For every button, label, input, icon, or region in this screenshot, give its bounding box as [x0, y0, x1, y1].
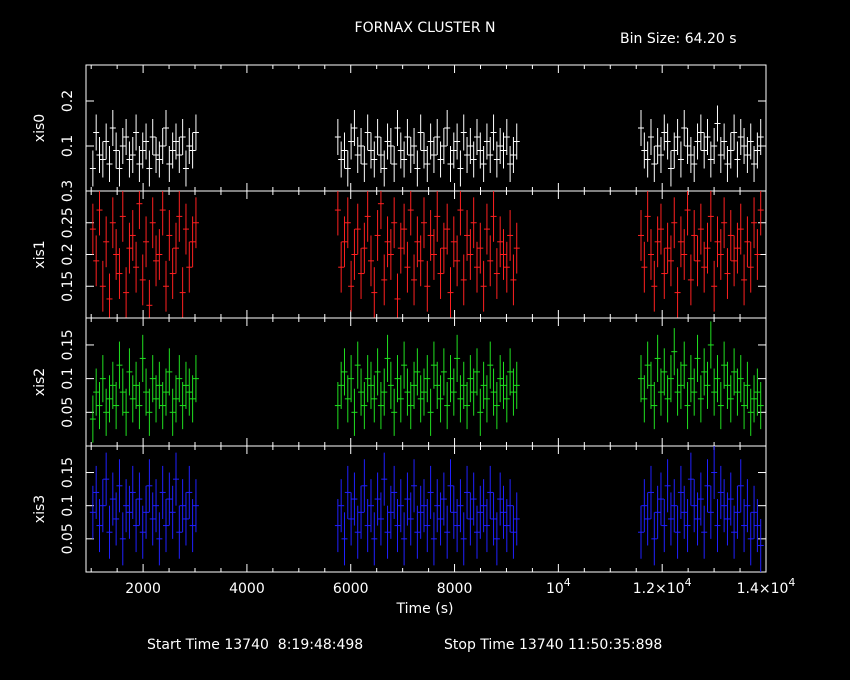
- x-tick-label: 4000: [229, 581, 265, 597]
- x-tick-label: 8000: [437, 581, 473, 597]
- panel-frame: [85, 445, 767, 573]
- start-time-label: Start Time 13740 8:19:48:498: [147, 637, 364, 653]
- panel-xis0: 0.1 0.2 xis0: [32, 64, 767, 192]
- y-tick-label: 0.2: [60, 90, 76, 112]
- panel-xis2: 0.05 0.1 0.15 xis2: [32, 317, 767, 447]
- y-axis-label-xis1: xis1: [32, 240, 48, 268]
- x-tick-label: 2000: [125, 581, 161, 597]
- chart-title: FORNAX CLUSTER N: [354, 20, 496, 36]
- x-tick-label: 104: [546, 576, 571, 597]
- y-axis-label-xis0: xis0: [32, 114, 48, 142]
- y-tick-label: 0.3: [60, 180, 76, 202]
- y-tick-label: 0.1: [60, 495, 76, 517]
- y-tick-label: 0.15: [60, 457, 76, 488]
- x-tick-label: 1.2×104: [633, 576, 692, 597]
- y-tick-label: 0.25: [60, 207, 76, 238]
- y-tick-label: 0.1: [60, 367, 76, 389]
- y-tick-label: 0.05: [60, 397, 76, 428]
- y-tick-label: 0.15: [60, 329, 76, 360]
- y-tick-label: 0.05: [60, 523, 76, 554]
- y-tick-label: 0.15: [60, 271, 76, 302]
- y-tick-label: 0.2: [60, 243, 76, 265]
- panel-xis3: 0.05 0.1 0.15 xis3: [32, 445, 767, 573]
- y-axis-label-xis3: xis3: [32, 495, 48, 523]
- y-tick-label: 0.1: [60, 135, 76, 157]
- panel-xis1: 0.15 0.2 0.25 0.3 xis1: [32, 180, 767, 319]
- stop-time-label: Stop Time 13740 11:50:35:898: [444, 637, 663, 653]
- x-tick-label: 6000: [333, 581, 369, 597]
- bin-size-label: Bin Size: 64.20 s: [620, 31, 737, 47]
- x-axis-label: Time (s): [396, 601, 454, 617]
- y-axis-label-xis2: xis2: [32, 368, 48, 396]
- x-tick-label: 1.4×104: [737, 576, 796, 597]
